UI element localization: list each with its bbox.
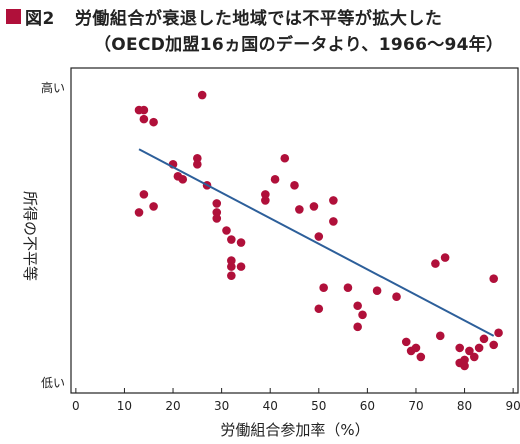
data-point xyxy=(139,190,149,199)
data-point xyxy=(139,105,149,115)
data-point xyxy=(227,271,236,280)
data-point xyxy=(489,274,499,283)
data-point xyxy=(193,159,202,169)
data-point xyxy=(460,355,469,365)
data-point xyxy=(227,235,236,244)
data-point xyxy=(314,304,324,314)
x-axis-ticks: 0 10 20 30 40 50 60 70 80 90 xyxy=(72,388,520,413)
x-tick-label: 0 xyxy=(72,399,80,413)
data-point xyxy=(149,117,158,127)
data-point xyxy=(431,259,440,268)
data-point xyxy=(329,217,338,226)
data-point xyxy=(401,337,411,347)
data-point xyxy=(227,262,236,271)
data-point xyxy=(329,196,338,205)
y-axis-label: 所得の不平等 xyxy=(21,191,39,281)
x-tick-label: 30 xyxy=(214,399,229,413)
data-point xyxy=(489,340,499,350)
data-point xyxy=(392,292,401,302)
figure-label: 図2 xyxy=(25,8,55,29)
data-point xyxy=(149,202,158,211)
data-point xyxy=(290,181,299,190)
data-point xyxy=(193,153,202,163)
figure-title: 労働組合が衰退した地域では不平等が拡大した xyxy=(74,8,443,29)
x-tick-label: 40 xyxy=(263,399,278,413)
data-point xyxy=(474,343,484,353)
data-point xyxy=(280,153,290,163)
data-point xyxy=(358,310,367,320)
data-point xyxy=(261,196,270,205)
data-point xyxy=(353,322,362,332)
data-point xyxy=(416,352,426,362)
x-tick-label: 10 xyxy=(117,399,132,413)
plot-frame xyxy=(70,67,519,394)
data-point xyxy=(411,343,421,353)
data-points xyxy=(134,90,503,371)
data-point xyxy=(134,208,144,217)
x-tick-label: 20 xyxy=(165,399,180,413)
data-point xyxy=(197,90,207,100)
data-point xyxy=(440,253,450,262)
x-axis-label: 労働組合参加率（%） xyxy=(220,421,369,439)
data-point xyxy=(319,283,328,292)
data-point xyxy=(139,114,149,124)
figure-header: 図2 労働組合が衰退した地域では不平等が拡大した （OECD加盟16ヵ国のデータ… xyxy=(6,4,516,55)
x-tick-label: 80 xyxy=(457,399,472,413)
data-point xyxy=(469,352,479,362)
data-point xyxy=(295,205,304,214)
data-point xyxy=(270,175,280,184)
data-point xyxy=(236,238,246,247)
data-point xyxy=(460,361,469,371)
data-point xyxy=(479,334,489,344)
data-point xyxy=(261,190,270,199)
y-tick-high: 高い xyxy=(41,80,65,95)
x-tick-label: 70 xyxy=(408,399,423,413)
x-tick-label: 50 xyxy=(311,399,326,413)
data-point xyxy=(372,286,382,296)
data-point xyxy=(212,208,222,217)
figure-title-line: 図2 労働組合が衰退した地域では不平等が拡大した xyxy=(6,4,516,29)
data-point xyxy=(222,226,231,235)
data-point xyxy=(178,175,188,184)
data-point xyxy=(314,232,324,241)
data-point xyxy=(343,283,353,292)
figure-subtitle: （OECD加盟16ヵ国のデータより、1966〜94年） xyxy=(94,35,504,55)
data-point xyxy=(212,214,222,223)
figure-marker-square xyxy=(6,8,21,24)
data-point xyxy=(236,262,246,271)
data-point xyxy=(227,256,236,265)
data-point xyxy=(435,331,445,341)
y-tick-low: 低い xyxy=(41,376,65,390)
data-point xyxy=(494,328,503,338)
data-point xyxy=(465,346,474,356)
data-point xyxy=(212,199,222,208)
trend-line xyxy=(138,148,495,337)
x-tick-label: 60 xyxy=(360,399,375,413)
data-point xyxy=(455,343,464,353)
x-tick-label: 90 xyxy=(506,399,520,413)
data-point xyxy=(353,301,362,311)
data-point xyxy=(309,202,319,211)
